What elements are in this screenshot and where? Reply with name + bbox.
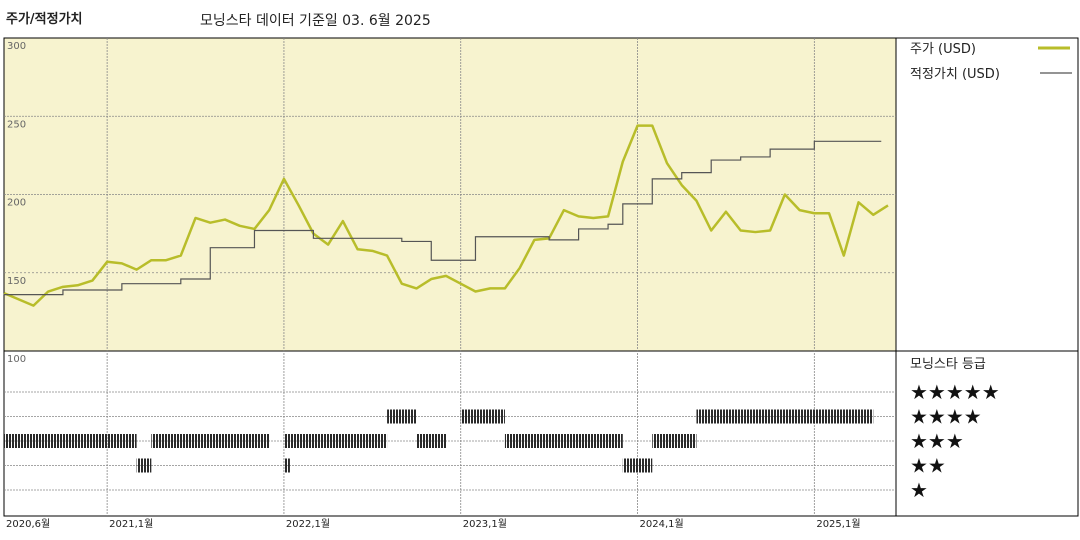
- rating-segment-2-star: [622, 458, 653, 473]
- fair-value-line: [4, 140, 882, 296]
- price-line: [3, 124, 889, 307]
- rating-segment-3-star: [283, 434, 388, 448]
- rating-level-label: ★★★★: [910, 405, 982, 429]
- x-tick-label: 2021,1월: [109, 518, 153, 530]
- legend-label-fair-value: 적정가치 (USD): [910, 67, 1000, 82]
- y-tick-label: 150: [7, 276, 26, 287]
- rating-segment-4-star: [387, 409, 417, 424]
- x-tick-label: 2022,1월: [286, 518, 330, 530]
- x-tick-label: 2025,1월: [816, 518, 860, 530]
- rating-segment-3-star: [416, 434, 446, 448]
- rating-segment-4-star: [696, 409, 874, 424]
- rating-level-label: ★: [910, 478, 928, 502]
- y-tick-label: 250: [7, 119, 26, 130]
- rating-segment-2-star: [136, 458, 152, 473]
- page-subtitle: 모닝스타 데이터 기준일 03. 6월 2025: [200, 13, 431, 29]
- rating-level-label: ★★★: [910, 429, 964, 453]
- rating-panel-title: 모닝스타 등급: [910, 357, 986, 372]
- rating-segment-3-star: [504, 434, 623, 448]
- y-tick-label: 100: [7, 354, 26, 365]
- y-tick-label: 300: [7, 41, 26, 52]
- legend-label-price: 주가 (USD): [910, 42, 976, 57]
- rating-level-label: ★★: [910, 454, 946, 478]
- x-tick-label: 2023,1월: [463, 518, 507, 530]
- x-tick-label: 2020,6월: [6, 518, 50, 530]
- rating-segment-3-star: [4, 434, 137, 448]
- rating-segment-2-star: [283, 458, 290, 473]
- chart-frame: [3, 37, 1079, 517]
- rating-level-label: ★★★★★: [910, 380, 1000, 404]
- rating-segment-4-star: [460, 409, 505, 424]
- rating-segment-3-star: [151, 434, 270, 448]
- rating-segment-3-star: [652, 434, 697, 448]
- y-tick-label: 200: [7, 198, 26, 209]
- page-title: 주가/적정가치: [6, 12, 83, 27]
- x-tick-label: 2024,1월: [640, 518, 684, 530]
